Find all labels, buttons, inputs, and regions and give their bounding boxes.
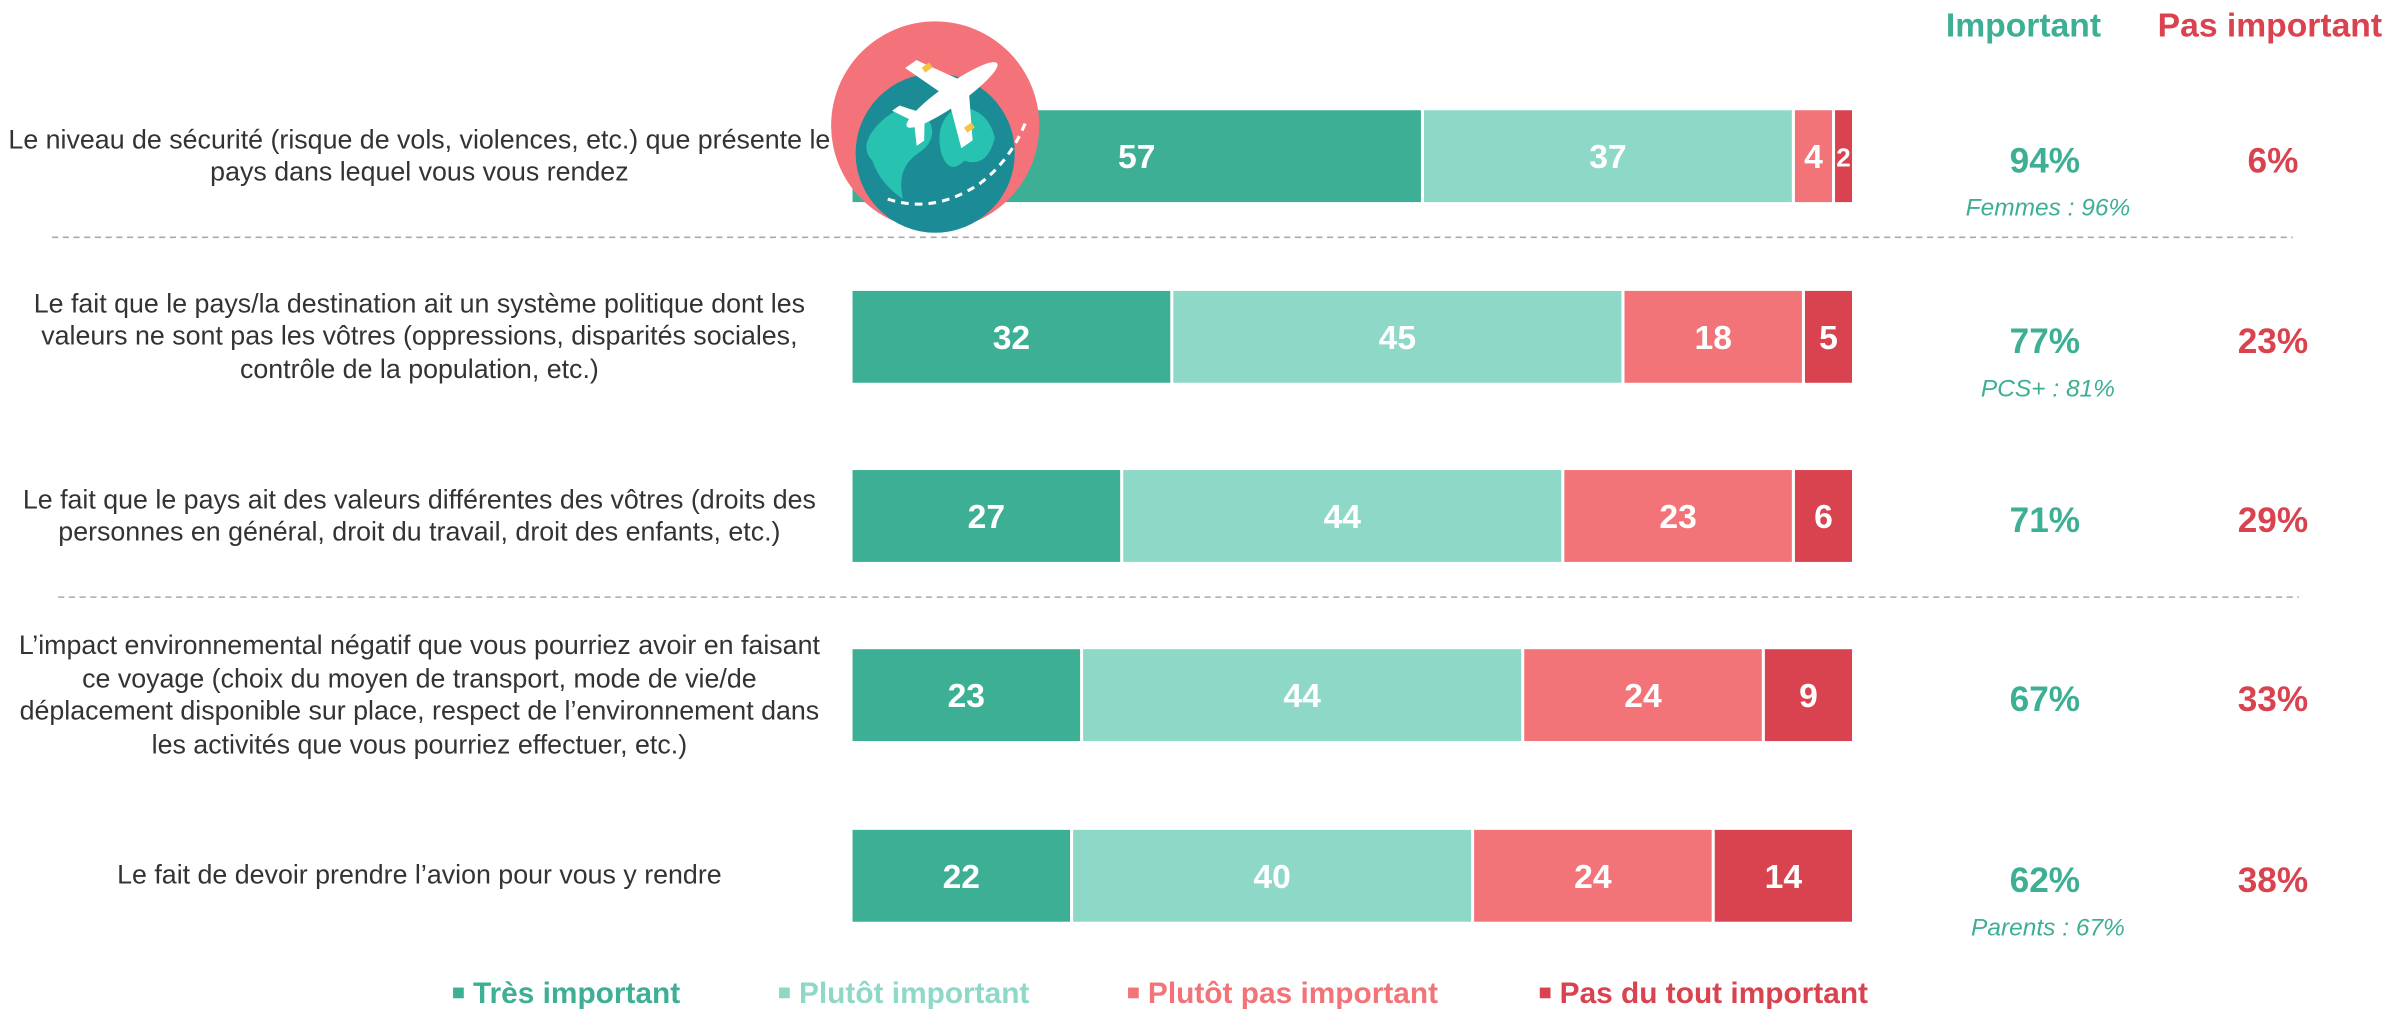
summary-value: 67%: [2010, 680, 2080, 719]
summary-value: 62%: [2010, 861, 2080, 900]
note: Femmes : 96%: [1966, 195, 2131, 222]
bar-segment: [1804, 290, 1853, 383]
category-label: Le fait que le pays ait des valeurs diff…: [22, 483, 816, 547]
bar-value-label: 9: [1799, 678, 1818, 715]
bar-segment: [1794, 470, 1853, 562]
bar-value-label: 27: [968, 499, 1005, 536]
legend-label: Pas du tout important: [1560, 977, 1868, 1009]
summary-value: 33%: [2238, 680, 2308, 719]
bar-segment: [1474, 829, 1712, 922]
summary-value: 29%: [2238, 501, 2308, 540]
bar-value-label: 5: [1819, 320, 1838, 357]
legend-marker: [1539, 987, 1551, 999]
bar-segment: [1073, 829, 1472, 922]
bar-value-label: 24: [1574, 859, 1612, 896]
category-label: Le niveau de sécurité (risque de vols, v…: [8, 123, 831, 187]
bar-segment: [852, 829, 1071, 922]
bar-value-label: 40: [1253, 859, 1290, 896]
note: PCS+ : 81%: [1981, 375, 2115, 402]
bar-value-label: 22: [943, 859, 980, 896]
bar-value-label: 32: [993, 320, 1030, 357]
legend-label: Très important: [473, 977, 680, 1009]
bar-value-label: 23: [1659, 499, 1696, 536]
summary-header: Important: [1946, 8, 2101, 45]
bar-value-label: 44: [1283, 678, 1321, 715]
legend-marker: [453, 987, 464, 999]
category-label: Le fait de devoir prendre l’avion pour v…: [117, 859, 722, 890]
bar-value-label: 37: [1589, 139, 1626, 176]
bar-value-label: 14: [1765, 859, 1803, 896]
bar-segment: [1714, 829, 1853, 922]
bar-segment: [1423, 110, 1792, 203]
legend-marker: [1128, 987, 1139, 999]
bar-segment: [852, 470, 1121, 562]
bar-segment: [1835, 110, 1853, 203]
bar-segment: [1524, 649, 1762, 742]
bar-segment: [1794, 110, 1832, 203]
summary-value: 6%: [2248, 141, 2299, 180]
bar-segment: [1123, 470, 1562, 562]
summary-header: Pas important: [2158, 8, 2382, 45]
note: Parents : 67%: [1971, 914, 2125, 941]
summary-value: 94%: [2010, 141, 2080, 180]
bar-value-label: 4: [1804, 139, 1823, 176]
bar-segment: [1624, 290, 1802, 383]
summary-value: 71%: [2010, 501, 2080, 540]
legend-marker: [779, 987, 790, 999]
bar-segment: [852, 290, 1171, 383]
bar-segment: [1564, 470, 1792, 562]
bar-value-label: 45: [1379, 320, 1416, 357]
summary-value: 77%: [2010, 322, 2080, 361]
category-label: L’impact environnemental négatif que vou…: [18, 629, 820, 759]
bar-segment: [852, 649, 1081, 742]
bar-value-label: 57: [1118, 139, 1155, 176]
bar-value-label: 2: [1836, 143, 1850, 173]
bar-value-label: 23: [948, 678, 985, 715]
legend-label: Plutôt important: [799, 977, 1029, 1009]
summary-value: 38%: [2238, 861, 2308, 900]
bar-value-label: 24: [1624, 678, 1662, 715]
bar-value-label: 18: [1694, 320, 1731, 357]
legend-label: Plutôt pas important: [1148, 977, 1438, 1009]
bar-value-label: 44: [1324, 499, 1362, 536]
category-label: Le fait que le pays/la destination ait u…: [33, 287, 806, 384]
bar-segment: [1764, 649, 1853, 742]
bar-segment: [1083, 649, 1522, 742]
summary-value: 23%: [2238, 322, 2308, 361]
bar-segment: [1173, 290, 1622, 383]
bar-value-label: 6: [1814, 499, 1833, 536]
